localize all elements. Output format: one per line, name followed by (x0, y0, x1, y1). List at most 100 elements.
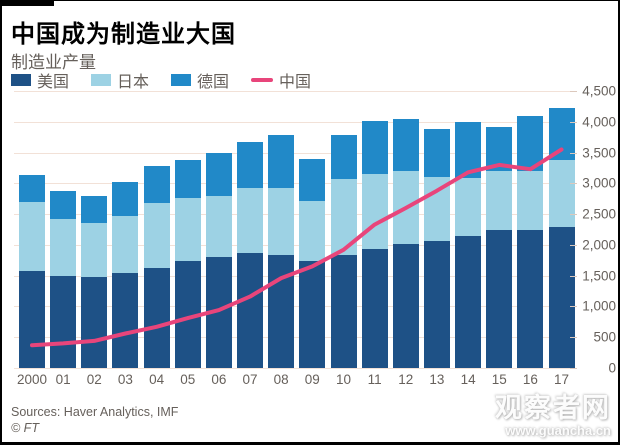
x-axis-label: 03 (117, 372, 133, 387)
bar-01 (50, 191, 77, 368)
y-axis-label: 2,500 (582, 206, 616, 222)
page-title: 中国成为制造业大国 (11, 21, 236, 48)
bar-12 (392, 119, 419, 368)
x-axis-label: 01 (55, 372, 71, 387)
segment-日本 (455, 178, 482, 237)
watermark: 观察者网 www.guancha.cn (495, 386, 611, 438)
y-axis-label: 4,000 (582, 114, 616, 130)
y-axis-tick (570, 121, 577, 123)
gridline (14, 306, 575, 308)
segment-美国 (330, 254, 357, 368)
bar-17 (548, 108, 575, 368)
x-axis-label: 17 (553, 372, 570, 387)
segment-美国 (299, 260, 326, 368)
watermark-site-name: 观察者网 (495, 393, 611, 423)
y-axis-tick (570, 337, 577, 339)
chart-subtitle: 制造业产量 (11, 53, 96, 72)
legend-item-japan: 日本 (91, 68, 149, 92)
x-axis-label: 16 (522, 372, 538, 387)
x-axis-label: 07 (242, 372, 258, 387)
segment-美国 (455, 236, 482, 368)
y-axis-tick (570, 183, 577, 185)
segment-美国 (517, 230, 544, 368)
bar-2000 (19, 175, 45, 368)
segment-美国 (392, 244, 419, 368)
china-line-overlay (30, 147, 564, 348)
segment-日本 (268, 188, 295, 256)
gridline (14, 337, 575, 339)
legend-label-japan: 日本 (117, 74, 150, 91)
segment-美国 (143, 267, 170, 368)
segment-日本 (174, 198, 201, 261)
segment-日本 (81, 222, 108, 277)
gridline (14, 183, 575, 185)
bar-07 (237, 141, 263, 368)
legend-label-china: 中国 (279, 74, 312, 91)
segment-德国 (361, 121, 388, 174)
gridline (14, 121, 575, 123)
legend-item-china: 中国 (251, 68, 311, 92)
x-axis-label: 06 (211, 372, 227, 387)
x-axis-label: 15 (491, 372, 507, 387)
segment-德国 (330, 134, 357, 180)
y-axis-tick (570, 275, 577, 277)
x-axis-label: 09 (304, 372, 320, 387)
copyright: © FT (11, 421, 39, 435)
gridline (14, 368, 575, 369)
bar-03 (112, 181, 139, 368)
x-axis-label: 14 (460, 372, 476, 387)
source-note: Sources: Haver Analytics, IMF (11, 405, 179, 419)
segment-德国 (423, 128, 450, 177)
segment-美国 (548, 227, 575, 368)
segment-美国 (112, 273, 139, 368)
segment-美国 (486, 229, 513, 368)
segment-日本 (361, 173, 388, 250)
x-axis-label: 02 (86, 372, 102, 387)
y-axis-tick (570, 91, 577, 92)
y-axis-label: 4,500 (582, 83, 616, 99)
y-axis-tick (570, 306, 577, 308)
segment-德国 (50, 191, 77, 220)
legend-swatch-china-line-icon (251, 78, 274, 82)
segment-日本 (19, 202, 45, 271)
gridline (14, 244, 575, 246)
segment-日本 (299, 200, 326, 261)
title-accent-bar (2, 1, 54, 6)
y-axis-tick (570, 368, 577, 369)
y-axis-label: 500 (593, 329, 616, 345)
y-axis-tick (570, 214, 577, 216)
legend-label-us: 美国 (37, 74, 70, 91)
bar-09 (299, 158, 326, 368)
y-axis-label: 2,000 (582, 237, 616, 253)
segment-日本 (486, 171, 513, 230)
segment-德国 (19, 175, 45, 203)
segment-美国 (50, 276, 77, 368)
bar-15 (486, 127, 513, 368)
gridline (14, 275, 575, 277)
x-axis-label: 13 (429, 372, 445, 387)
bar-14 (455, 122, 482, 368)
legend-item-germany: 德国 (171, 68, 229, 92)
plot-area: 2000 01 02 03 04 05 06 07 08 09 10 11 12 13 14 15 16 17 (14, 91, 575, 387)
segment-德国 (81, 195, 108, 223)
segment-日本 (50, 219, 77, 277)
legend-swatch-japan-icon (91, 74, 112, 86)
x-axis-label: 2000 (16, 372, 48, 387)
segment-德国 (205, 153, 232, 197)
watermark-url: www.guancha.cn (505, 423, 611, 438)
y-axis-label: 0 (608, 360, 616, 376)
y-axis-label: 3,500 (582, 145, 616, 161)
segment-德国 (299, 158, 326, 201)
segment-德国 (268, 135, 295, 189)
legend-swatch-us-icon (11, 74, 31, 86)
segment-美国 (237, 252, 263, 368)
bar-02 (81, 195, 108, 368)
y-axis-label: 1,500 (582, 268, 616, 284)
x-axis-label: 11 (367, 372, 382, 387)
segment-日本 (517, 171, 544, 231)
legend-swatch-germany-icon (171, 74, 192, 86)
segment-德国 (237, 141, 263, 189)
segment-日本 (205, 196, 232, 258)
segment-美国 (19, 270, 45, 368)
